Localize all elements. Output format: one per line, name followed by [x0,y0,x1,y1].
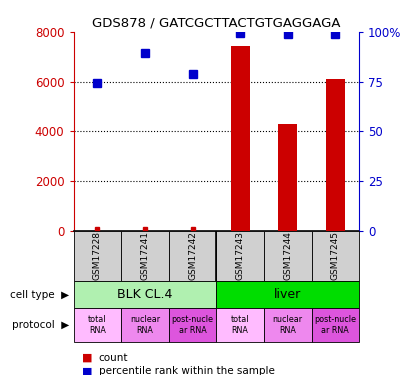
Bar [312,231,359,281]
Text: ■: ■ [82,366,92,375]
Bar [169,308,216,342]
Bar [264,231,312,281]
Bar [74,308,121,342]
Title: GDS878 / GATCGCTTACTGTGAGGAGA: GDS878 / GATCGCTTACTGTGAGGAGA [92,16,341,29]
Text: post-nucle
ar RNA: post-nucle ar RNA [171,315,213,335]
Bar [326,79,345,231]
Bar [231,45,249,231]
Bar [216,308,264,342]
Text: protocol  ▶: protocol ▶ [12,320,69,330]
Text: ■: ■ [82,353,92,363]
Text: GSM17245: GSM17245 [331,231,340,280]
Text: liver: liver [274,288,301,301]
Text: percentile rank within the sample: percentile rank within the sample [99,366,275,375]
Text: GSM17244: GSM17244 [283,231,292,280]
Bar [216,231,264,281]
Text: GSM17242: GSM17242 [188,231,197,280]
Text: GSM17243: GSM17243 [236,231,244,280]
Bar [169,231,216,281]
Text: nuclear
RNA: nuclear RNA [130,315,160,335]
Text: total
RNA: total RNA [88,315,107,335]
Bar [278,124,297,231]
Text: cell type  ▶: cell type ▶ [10,290,69,300]
Text: total
RNA: total RNA [231,315,249,335]
Text: BLK CL.4: BLK CL.4 [117,288,173,301]
Text: nuclear
RNA: nuclear RNA [273,315,303,335]
Bar [216,281,359,308]
Bar [121,231,169,281]
Text: GSM17241: GSM17241 [140,231,150,280]
Text: post-nucle
ar RNA: post-nucle ar RNA [314,315,356,335]
Bar [312,308,359,342]
Text: count: count [99,353,128,363]
Bar [74,231,121,281]
Bar [121,308,169,342]
Bar [74,281,216,308]
Bar [264,308,312,342]
Text: GSM17228: GSM17228 [93,231,102,280]
